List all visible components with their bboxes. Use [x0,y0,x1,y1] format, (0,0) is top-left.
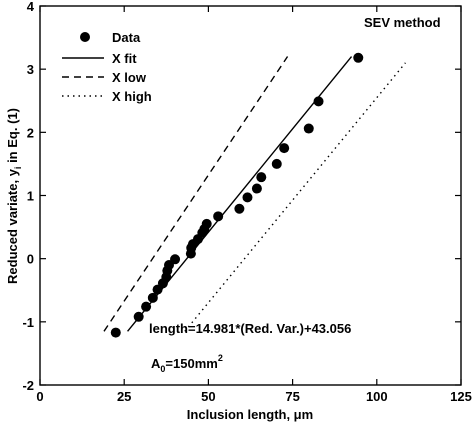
data-point [256,172,267,183]
legend-low-label: X low [112,70,147,85]
series-group [103,52,406,338]
data-point [353,52,364,63]
legend-fit-label: X fit [112,51,137,66]
legend-data-label: Data [112,30,141,45]
data-point [271,158,282,169]
y-axis-title: Reduced variate, yi in Eq. (1) [5,108,23,284]
data-point [279,143,290,154]
legend-data-marker [80,32,90,42]
y-tick-label: 4 [27,0,35,14]
x-tick-label: 25 [117,389,131,404]
data-point [213,211,224,222]
x-tick-label: 50 [201,389,215,404]
data-point [141,301,152,312]
x-fit-line [127,56,353,332]
legend: Data X fit X low X high [62,30,152,104]
y-tick-label: 1 [27,189,34,204]
legend-high-label: X high [112,89,152,104]
x-tick-label: 0 [36,389,43,404]
y-tick-label: -1 [22,315,34,330]
y-axis-title-tail: in Eq. (1) [5,108,20,167]
y-tick-label: 3 [27,62,34,77]
area-subscript: 0 [160,364,165,374]
data-point [313,96,324,107]
data-point [201,218,212,229]
y-axis-title-sub: i [13,167,23,170]
data-point [147,292,158,303]
chart-title: SEV method [364,15,441,30]
axis-ticks: 0 25 50 75 100 125 -2 -1 0 1 2 3 4 [22,0,471,404]
x-tick-label: 125 [450,389,472,404]
data-point [242,192,253,203]
data-point [110,327,121,338]
data-point [234,203,245,214]
equation-annotation: length=14.981*(Red. Var.)+43.056 [149,321,351,336]
x-tick-label: 75 [285,389,299,404]
x-axis-title: Inclusion length, μm [187,407,313,422]
x-high-line [184,62,406,332]
data-point [170,254,181,265]
area-annotation: A0=150mm2 [151,353,223,374]
y-axis-title-main: Reduced variate, y [5,168,20,284]
area-prefix: A [151,356,161,371]
y-tick-label: -2 [22,378,34,393]
y-tick-label: 0 [27,252,34,267]
area-value: =150mm [165,356,217,371]
data-point [303,123,314,134]
area-superscript: 2 [218,353,223,363]
data-point [251,183,262,194]
x-tick-label: 100 [366,389,388,404]
y-tick-label: 2 [27,125,34,140]
